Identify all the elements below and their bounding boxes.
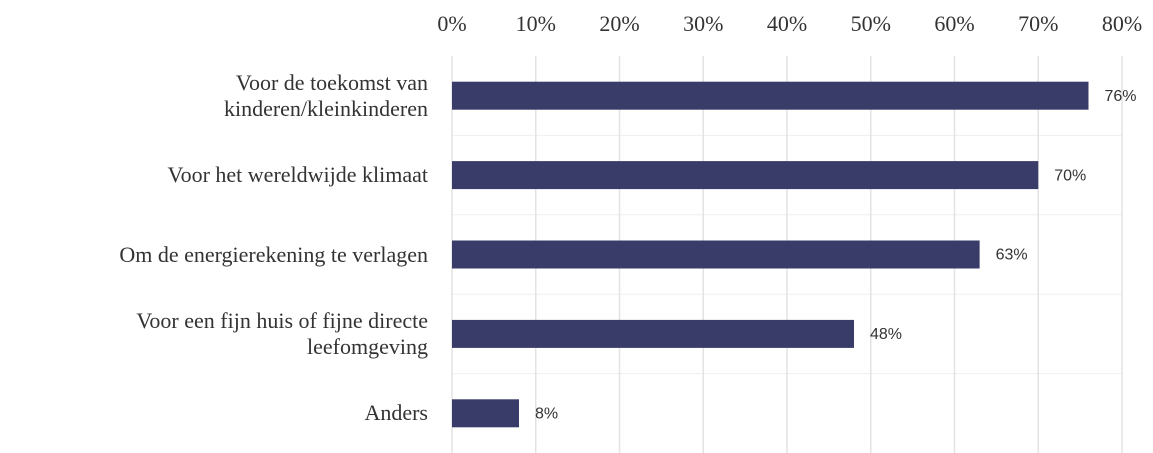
bar: [452, 161, 1039, 190]
data-label: 48%: [870, 326, 902, 343]
category-label: Voor de toekomst van kinderen/kleinkinde…: [223, 69, 428, 121]
x-tick-label: 80%: [1102, 11, 1142, 36]
x-tick-label: 40%: [767, 11, 807, 36]
bar: [452, 319, 854, 348]
data-label: 63%: [996, 247, 1028, 264]
x-tick-label: 30%: [683, 11, 723, 36]
category-label: Anders: [364, 400, 428, 426]
data-label: 8%: [535, 406, 558, 423]
data-label: 70%: [1054, 167, 1086, 184]
x-tick-label: 70%: [1018, 11, 1058, 36]
bar: [452, 399, 519, 428]
x-tick-label: 50%: [851, 11, 891, 36]
bar: [452, 240, 980, 269]
x-tick-label: 20%: [599, 11, 639, 36]
x-tick-label: 10%: [516, 11, 556, 36]
category-label: Om de energierekening te verlagen: [119, 241, 428, 267]
x-tick-label: 0%: [437, 11, 466, 36]
x-tick-label: 60%: [934, 11, 974, 36]
bar: [452, 81, 1089, 110]
data-label: 76%: [1105, 88, 1137, 105]
category-label: Voor het wereldwijde klimaat: [167, 162, 428, 188]
category-label: Voor een fijn huis of fijne directe leef…: [136, 307, 428, 359]
